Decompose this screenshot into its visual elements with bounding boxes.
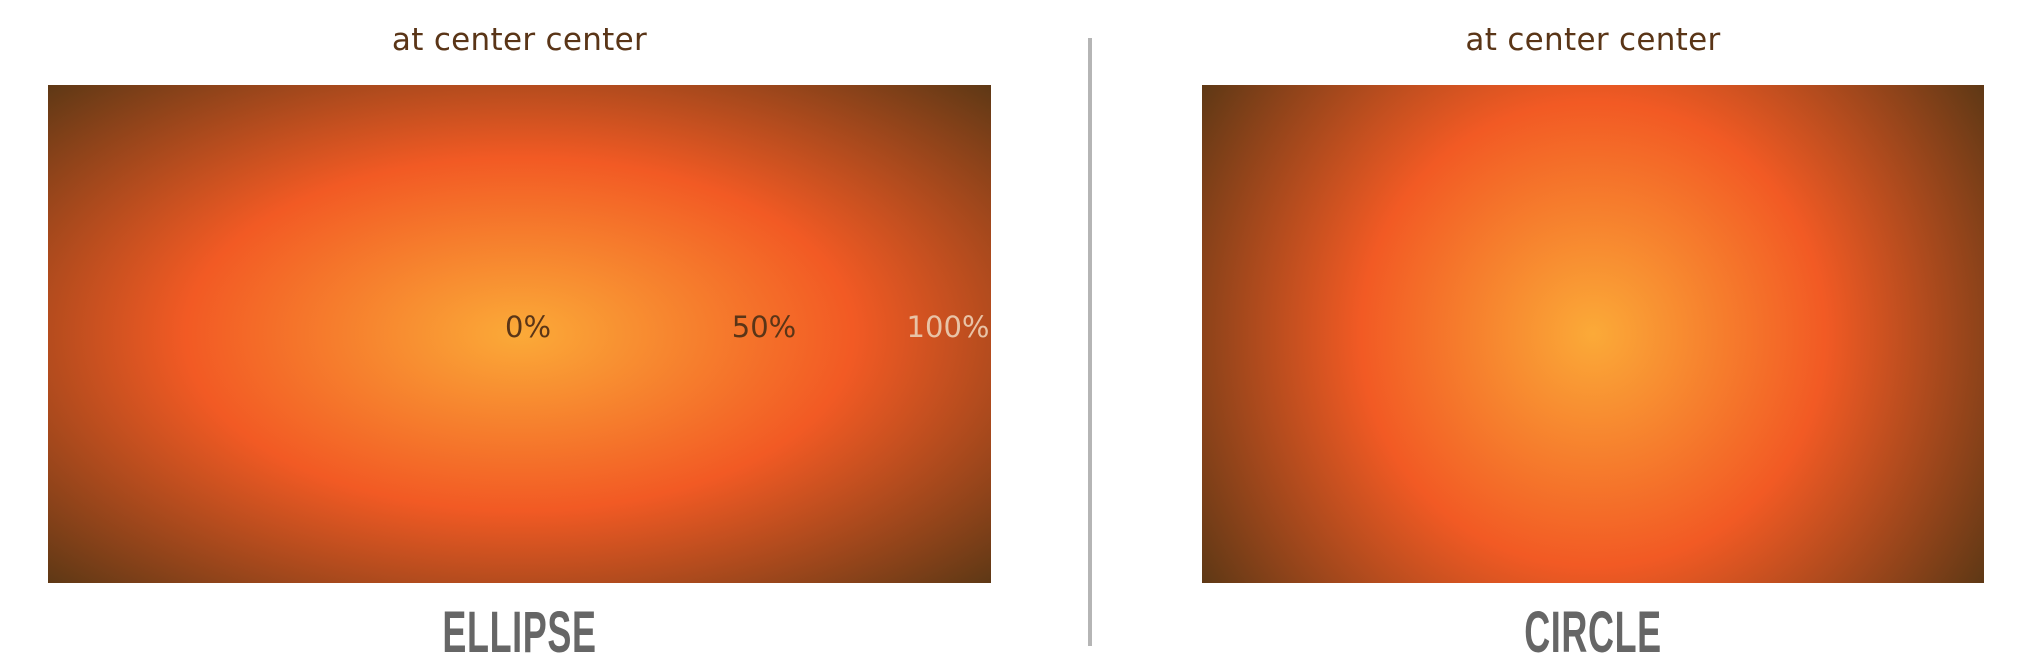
circle-title: CIRCLE xyxy=(1524,600,1662,665)
circle-gradient xyxy=(1202,85,1984,583)
ellipse-caption: at center center xyxy=(391,22,648,58)
stop-label-50: 50% xyxy=(731,310,797,344)
divider xyxy=(1088,38,1092,646)
stop-label-0: 0% xyxy=(504,310,552,344)
stop-label-100: 100% xyxy=(906,310,990,344)
ellipse-gradient: 0% 50% 100% xyxy=(48,85,991,583)
circle-caption: at center center xyxy=(1465,22,1721,58)
ellipse-title: ELLIPSE xyxy=(442,600,597,665)
